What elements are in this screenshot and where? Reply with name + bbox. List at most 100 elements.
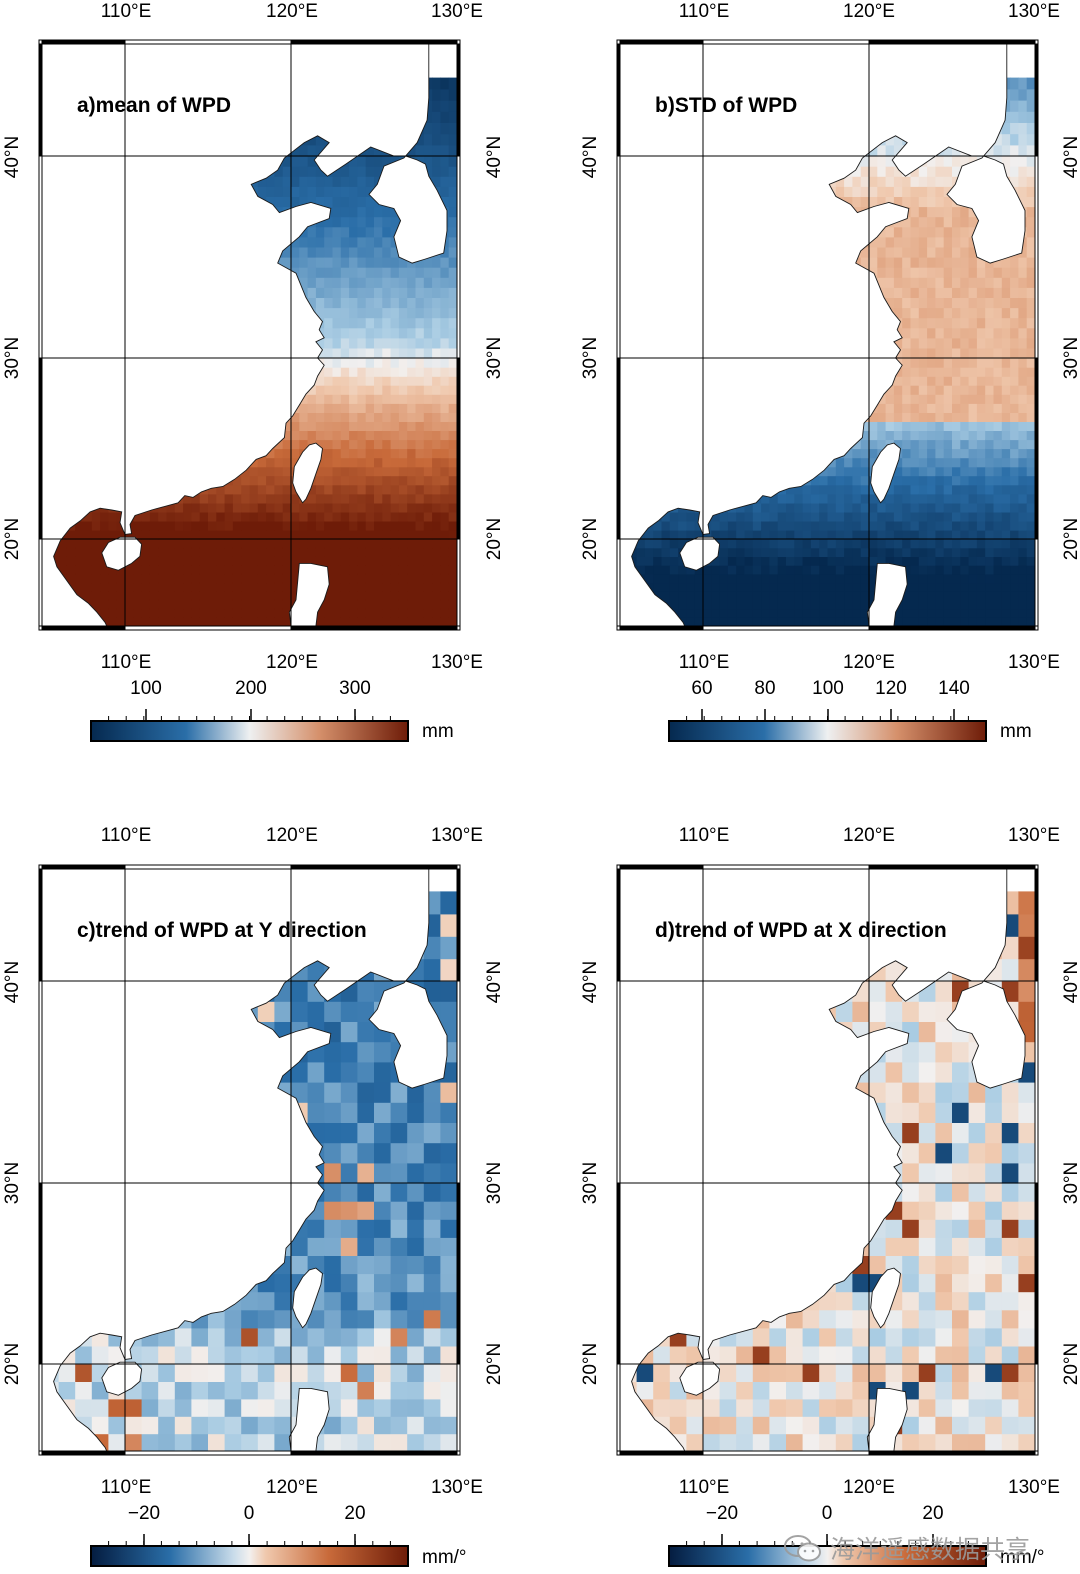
data-cell bbox=[786, 512, 795, 522]
data-cell bbox=[911, 449, 920, 459]
data-cell bbox=[769, 521, 778, 531]
frame-segment bbox=[125, 40, 291, 44]
data-cell bbox=[407, 376, 416, 386]
data-cell bbox=[877, 176, 886, 187]
data-cell bbox=[283, 166, 292, 177]
data-cell bbox=[869, 186, 878, 197]
data-cell bbox=[861, 458, 870, 468]
data-cell bbox=[416, 494, 425, 504]
data-cell bbox=[432, 328, 441, 339]
data-cell bbox=[449, 521, 458, 531]
data-cell bbox=[449, 591, 458, 600]
data-cell bbox=[67, 565, 76, 574]
data-cell bbox=[432, 277, 441, 288]
data-cell bbox=[886, 247, 895, 258]
data-cell bbox=[662, 556, 671, 565]
data-cell bbox=[391, 308, 400, 319]
data-cell bbox=[440, 376, 449, 386]
data-cell bbox=[695, 574, 704, 583]
data-cell bbox=[349, 297, 358, 308]
data-cell bbox=[225, 565, 234, 574]
data-cell bbox=[449, 412, 458, 422]
data-cell bbox=[399, 512, 408, 522]
data-cell bbox=[449, 348, 458, 359]
data-cell bbox=[299, 539, 308, 548]
data-cell bbox=[357, 338, 366, 349]
data-cell bbox=[711, 617, 720, 626]
data-cell bbox=[291, 530, 300, 540]
data-cell bbox=[316, 297, 325, 308]
data-cell bbox=[324, 494, 333, 504]
data-cell bbox=[349, 318, 358, 329]
data-cell bbox=[333, 328, 342, 339]
data-cell bbox=[274, 539, 283, 548]
data-cell bbox=[894, 548, 903, 557]
data-cell bbox=[416, 591, 425, 600]
data-cell bbox=[175, 503, 184, 513]
data-cell bbox=[374, 565, 383, 574]
data-cell bbox=[183, 617, 192, 626]
data-cell bbox=[449, 78, 458, 90]
data-cell bbox=[432, 367, 441, 377]
data-cell bbox=[241, 494, 250, 504]
data-cell bbox=[432, 421, 441, 431]
data-cell bbox=[200, 565, 209, 574]
data-cell bbox=[233, 591, 242, 600]
data-cell bbox=[902, 521, 911, 531]
data-cell bbox=[745, 600, 754, 609]
data-cell bbox=[653, 556, 662, 565]
data-cell bbox=[374, 476, 383, 486]
data-cell bbox=[919, 609, 928, 618]
data-cell bbox=[208, 548, 217, 557]
data-cell bbox=[324, 609, 333, 618]
data-cell bbox=[233, 600, 242, 609]
data-cell bbox=[316, 412, 325, 422]
data-cell bbox=[59, 556, 68, 565]
data-cell bbox=[911, 367, 920, 377]
data-cell bbox=[341, 530, 350, 540]
data-cell bbox=[911, 217, 920, 228]
data-cell bbox=[250, 494, 259, 504]
data-cell bbox=[432, 583, 441, 592]
data-cell bbox=[424, 600, 433, 609]
data-cell bbox=[399, 583, 408, 592]
data-cell bbox=[382, 376, 391, 386]
data-cell bbox=[399, 421, 408, 431]
data-cell bbox=[357, 458, 366, 468]
data-cell bbox=[440, 574, 449, 583]
data-cell bbox=[852, 617, 861, 626]
data-cell bbox=[324, 394, 333, 404]
data-cell bbox=[250, 539, 259, 548]
data-cell bbox=[728, 556, 737, 565]
data-cell bbox=[761, 565, 770, 574]
data-cell bbox=[803, 521, 812, 531]
data-cell bbox=[283, 476, 292, 486]
data-cell bbox=[407, 385, 416, 395]
data-cell bbox=[449, 600, 458, 609]
data-cell bbox=[407, 485, 416, 495]
data-cell bbox=[424, 512, 433, 522]
data-cell bbox=[200, 548, 209, 557]
data-cell bbox=[424, 476, 433, 486]
data-cell bbox=[877, 412, 886, 422]
data-cell bbox=[432, 376, 441, 386]
data-cell bbox=[769, 591, 778, 600]
data-cell bbox=[852, 467, 861, 477]
data-cell bbox=[911, 539, 920, 548]
data-cell bbox=[432, 485, 441, 495]
data-cell bbox=[828, 512, 837, 522]
data-cell bbox=[432, 600, 441, 609]
data-cell bbox=[449, 485, 458, 495]
data-cell bbox=[175, 583, 184, 592]
data-cell bbox=[869, 166, 878, 177]
data-cell bbox=[150, 600, 159, 609]
data-cell bbox=[819, 521, 828, 531]
data-cell bbox=[819, 591, 828, 600]
data-cell bbox=[440, 512, 449, 522]
frame-segment bbox=[39, 539, 42, 626]
data-cell bbox=[728, 574, 737, 583]
data-cell bbox=[440, 503, 449, 513]
data-cell bbox=[432, 394, 441, 404]
data-cell bbox=[391, 565, 400, 574]
data-cell bbox=[720, 591, 729, 600]
